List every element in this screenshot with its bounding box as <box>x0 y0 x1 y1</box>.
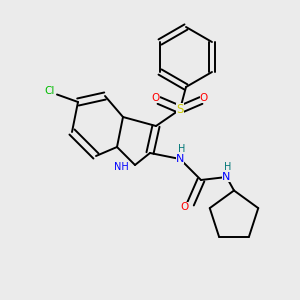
Text: O: O <box>180 202 189 212</box>
Text: H: H <box>224 161 232 172</box>
Text: S: S <box>176 103 184 116</box>
Text: O: O <box>200 92 208 103</box>
Text: N: N <box>222 172 231 182</box>
Text: Cl: Cl <box>44 86 55 97</box>
Text: H: H <box>178 143 185 154</box>
Text: O: O <box>152 92 160 103</box>
Text: NH: NH <box>114 161 129 172</box>
Text: N: N <box>176 154 184 164</box>
